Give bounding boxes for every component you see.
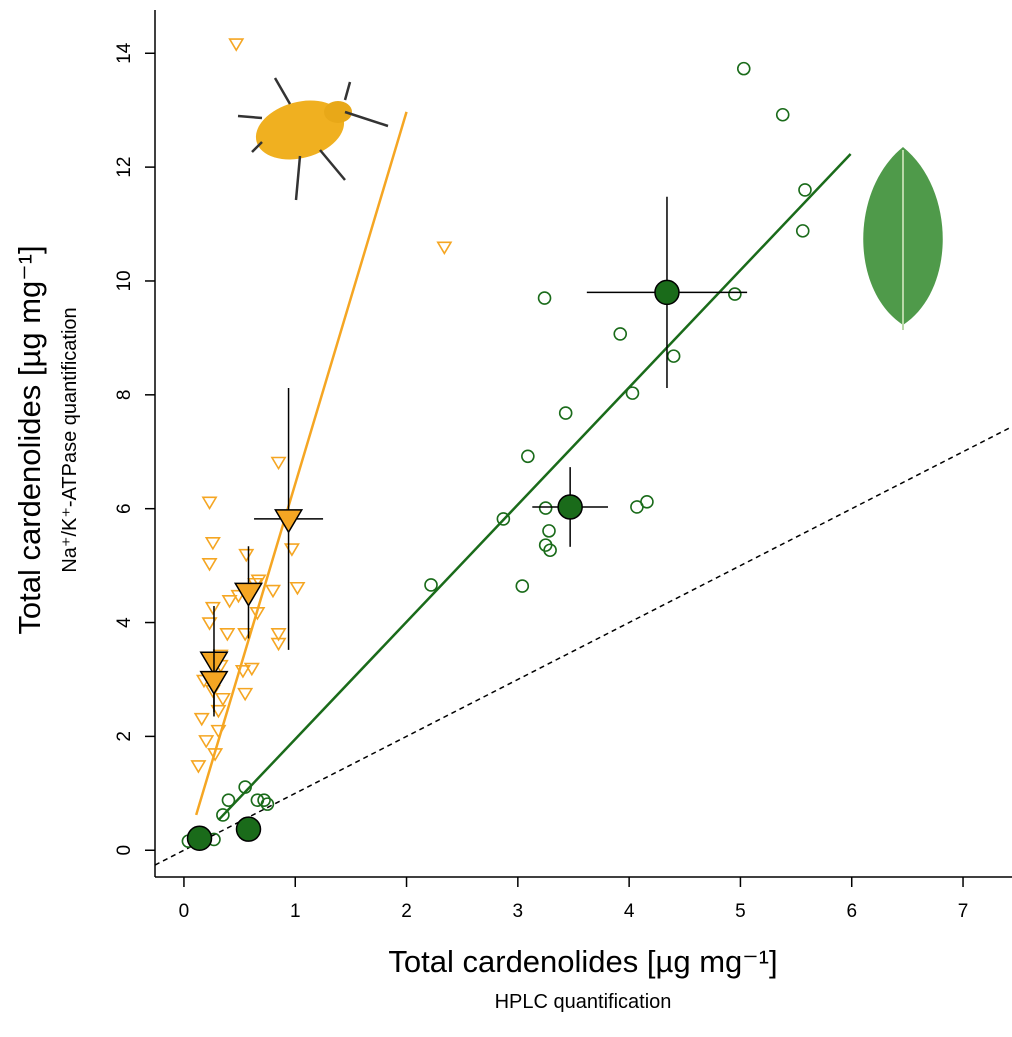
- point: [210, 704, 227, 719]
- point: [613, 327, 628, 341]
- point: [235, 816, 262, 842]
- x-tick-label: 7: [958, 901, 969, 922]
- point: [214, 692, 231, 707]
- point: [625, 386, 640, 400]
- point: [221, 595, 238, 609]
- point: [736, 61, 751, 76]
- point: [238, 548, 255, 563]
- point: [238, 780, 252, 794]
- y-tick-label: 2: [114, 731, 135, 742]
- y-axis-label: Total cardenolides [µg mg⁻¹]: [12, 245, 47, 634]
- point: [190, 760, 207, 774]
- x-tick-label: 5: [735, 901, 746, 922]
- fit-line: [154, 426, 1012, 866]
- point: [193, 712, 210, 727]
- point: [237, 687, 254, 702]
- point: [775, 107, 790, 122]
- point: [558, 406, 573, 420]
- point: [630, 500, 644, 514]
- point: [515, 579, 530, 593]
- point: [537, 291, 552, 305]
- point: [496, 512, 511, 526]
- y-tick-label: 8: [114, 390, 135, 401]
- point: [666, 349, 681, 363]
- point: [424, 578, 438, 592]
- point: [216, 808, 230, 822]
- y-tick-label: 14: [114, 42, 135, 64]
- point: [207, 748, 224, 762]
- point: [243, 662, 260, 677]
- y-tick-label: 6: [114, 503, 135, 514]
- y-tick-label: 10: [114, 270, 135, 291]
- point: [289, 581, 306, 596]
- x-tick-label: 1: [290, 901, 301, 922]
- point: [543, 543, 557, 558]
- aphid-image: [237, 77, 389, 201]
- point: [201, 558, 218, 572]
- point: [204, 536, 221, 551]
- point: [270, 637, 287, 652]
- leaf-image: [863, 147, 943, 330]
- point: [198, 735, 215, 749]
- point: [542, 524, 556, 538]
- point: [264, 584, 281, 599]
- point: [233, 582, 264, 608]
- point: [221, 793, 236, 807]
- point: [436, 241, 453, 255]
- x-axis-sublabel: HPLC quantification: [495, 991, 672, 1013]
- point: [186, 825, 213, 852]
- point: [654, 279, 680, 306]
- point: [234, 665, 251, 679]
- point: [270, 628, 287, 642]
- point: [228, 38, 245, 52]
- point: [201, 496, 218, 511]
- fit-line: [194, 111, 408, 816]
- point: [204, 601, 221, 616]
- x-tick-label: 3: [513, 901, 524, 922]
- point: [270, 456, 287, 471]
- y-axis-sublabel: Na⁺/K⁺-ATPase quantification: [59, 307, 81, 572]
- x-tick-label: 6: [846, 901, 857, 922]
- fit-line: [217, 153, 852, 821]
- point: [210, 724, 227, 739]
- y-tick-label: 4: [114, 617, 135, 628]
- point: [274, 509, 304, 534]
- y-tick-label: 12: [114, 157, 135, 178]
- point: [283, 543, 300, 557]
- x-tick-label: 0: [179, 901, 190, 922]
- point: [257, 793, 271, 807]
- point: [250, 793, 265, 807]
- point: [795, 224, 810, 238]
- point: [230, 589, 247, 604]
- x-tick-label: 4: [624, 901, 635, 922]
- point: [250, 574, 267, 589]
- y-tick-label: 0: [114, 845, 135, 856]
- point: [538, 501, 553, 515]
- point: [219, 628, 236, 642]
- x-tick-label: 2: [401, 901, 412, 922]
- point: [201, 617, 218, 631]
- point: [557, 494, 583, 520]
- point: [199, 670, 229, 696]
- point: [521, 449, 535, 464]
- point: [728, 287, 742, 301]
- point: [798, 183, 812, 197]
- x-axis-label: Total cardenolides [µg mg⁻¹]: [388, 944, 777, 979]
- point: [249, 606, 266, 621]
